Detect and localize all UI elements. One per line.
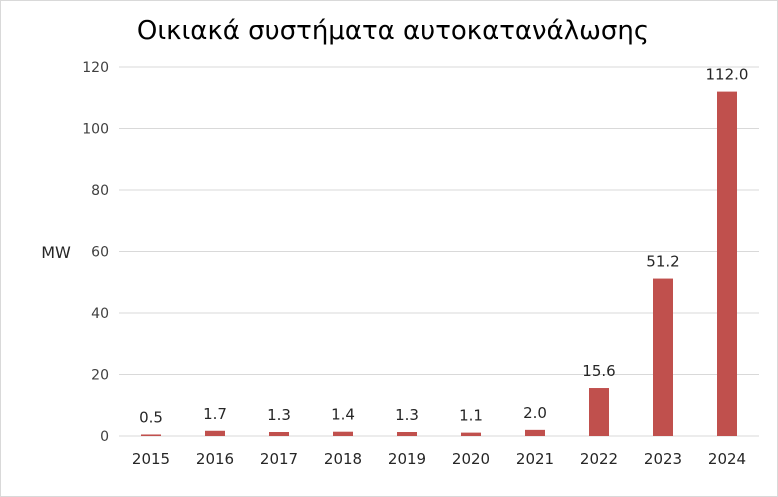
y-tick-label: 120 bbox=[82, 60, 109, 76]
x-tick-label: 2020 bbox=[452, 450, 490, 468]
y-tick-label: 100 bbox=[82, 122, 109, 138]
data-label: 1.3 bbox=[395, 406, 419, 424]
bar bbox=[333, 431, 353, 436]
gridlines bbox=[119, 66, 759, 437]
bar bbox=[589, 388, 609, 436]
data-label: 1.4 bbox=[331, 406, 355, 424]
bar bbox=[205, 430, 225, 436]
bar bbox=[717, 91, 737, 436]
y-axis-title: MW bbox=[41, 243, 71, 262]
x-axis-labels: 2015 2016 2017 2018 2019 2020 2021 2022 2023 2024 bbox=[132, 450, 746, 468]
data-label: 51.2 bbox=[646, 253, 679, 271]
bar bbox=[141, 434, 161, 436]
bars bbox=[141, 91, 737, 436]
x-tick-label: 2023 bbox=[644, 450, 682, 468]
y-tick-label: 0 bbox=[100, 429, 109, 445]
bar bbox=[269, 432, 289, 436]
data-label: 112.0 bbox=[706, 66, 749, 84]
bar bbox=[397, 432, 417, 436]
bar bbox=[525, 429, 545, 436]
y-tick-label: 40 bbox=[91, 306, 109, 322]
x-tick-label: 2015 bbox=[132, 450, 170, 468]
y-axis-ticks: 0 20 40 60 80 100 120 bbox=[82, 60, 109, 445]
x-tick-label: 2018 bbox=[324, 450, 362, 468]
bar bbox=[653, 278, 673, 436]
data-label: 1.7 bbox=[203, 405, 227, 423]
chart-title: Οικιακά συστήματα αυτοκατανάλωσης bbox=[137, 16, 649, 46]
data-label: 1.1 bbox=[459, 407, 483, 425]
x-tick-label: 2016 bbox=[196, 450, 234, 468]
x-tick-label: 2019 bbox=[388, 450, 426, 468]
x-tick-label: 2021 bbox=[516, 450, 554, 468]
y-tick-label: 60 bbox=[91, 245, 109, 261]
x-tick-label: 2024 bbox=[708, 450, 746, 468]
data-label: 15.6 bbox=[582, 362, 615, 380]
bar bbox=[461, 432, 481, 436]
x-tick-label: 2017 bbox=[260, 450, 298, 468]
x-tick-label: 2022 bbox=[580, 450, 618, 468]
data-label: 1.3 bbox=[267, 406, 291, 424]
data-label: 0.5 bbox=[139, 408, 163, 426]
y-tick-label: 20 bbox=[91, 368, 109, 384]
data-labels: 0.5 1.7 1.3 1.4 1.3 1.1 2.0 15.6 51.2 112.0 bbox=[139, 66, 748, 427]
data-label: 2.0 bbox=[523, 404, 547, 422]
y-tick-label: 80 bbox=[91, 183, 109, 199]
